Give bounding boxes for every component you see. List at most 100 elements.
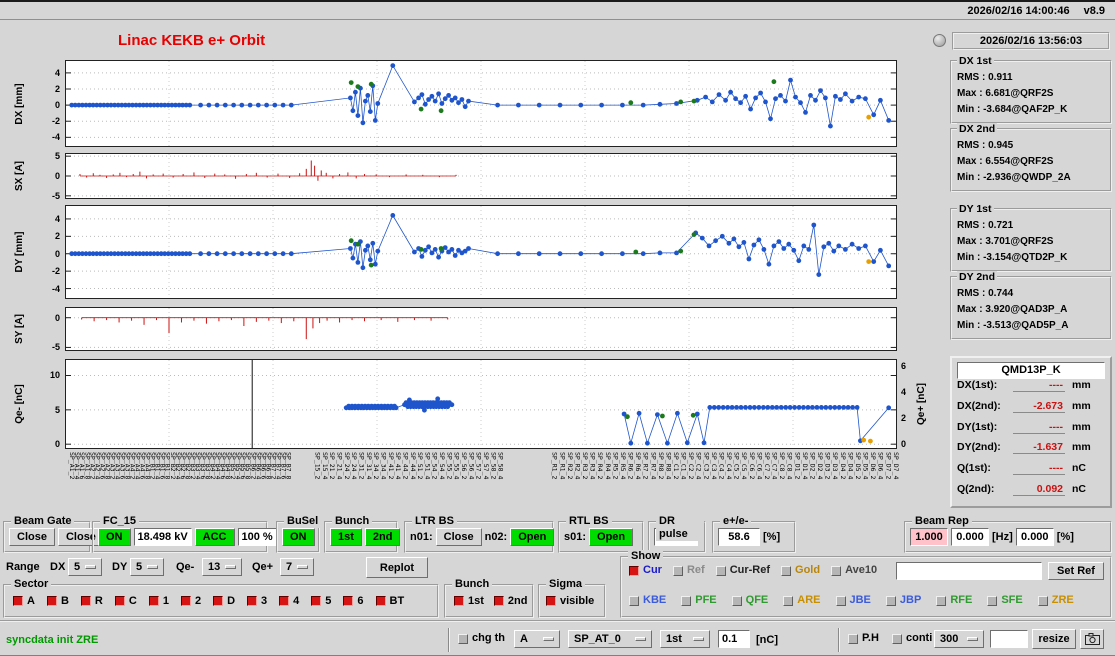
checkbox-box[interactable] [629, 595, 639, 606]
checkbox-box[interactable] [835, 595, 846, 606]
checkbox-box[interactable] [731, 595, 742, 606]
chg-th-checkbox[interactable]: chg th [458, 633, 505, 644]
checkbox-box[interactable] [311, 596, 322, 606]
aux-input[interactable] [990, 630, 1028, 648]
resize-button[interactable]: resize [1032, 629, 1076, 649]
x-tick-label: SP_C3_4 [709, 452, 718, 480]
checkbox-pfe[interactable]: PFE [681, 595, 717, 606]
checkbox-1st[interactable]: 1st [454, 595, 484, 607]
checkbox-are[interactable]: ARE [783, 595, 821, 606]
checkbox-box[interactable] [493, 596, 504, 606]
ph-checkbox[interactable]: P.H [848, 633, 879, 644]
energy-select[interactable]: A [514, 630, 560, 648]
checkbox-box[interactable] [715, 565, 726, 576]
camera-button[interactable] [1080, 629, 1104, 649]
stat-box-title: DY 2nd [957, 271, 997, 283]
checkbox-box[interactable] [13, 596, 23, 606]
plot-canvas-sy[interactable] [65, 307, 897, 351]
checkbox-box[interactable] [629, 565, 639, 576]
checkbox-6[interactable]: 6 [343, 595, 364, 607]
checkbox-qfe[interactable]: QFE [731, 595, 768, 606]
range-qe-minus-select[interactable]: 13 [202, 558, 242, 576]
checkbox-box[interactable] [80, 596, 91, 606]
plot-canvas-dy[interactable] [65, 205, 897, 299]
checkbox-jbe[interactable]: JBE [835, 595, 871, 606]
checkbox-box[interactable] [885, 595, 896, 606]
checkbox-visible[interactable]: visible [546, 595, 594, 607]
checkbox-box[interactable] [279, 596, 290, 606]
checkbox-box[interactable] [781, 565, 792, 576]
checkbox-2nd[interactable]: 2nd [493, 595, 527, 607]
ltr-n02-open-button[interactable]: Open [510, 528, 555, 546]
set-ref-button[interactable]: Set Ref [1048, 562, 1104, 580]
checkbox-ave10[interactable]: Ave10 [831, 565, 877, 576]
count-select[interactable]: 300 [934, 630, 984, 648]
range-dy-select[interactable]: 5 [130, 558, 164, 576]
checkbox-zre[interactable]: ZRE [1037, 595, 1074, 606]
threshold-input[interactable] [718, 630, 750, 648]
ref-name-input[interactable] [896, 562, 1042, 580]
stat-box-dy-2nd: DY 2nd RMS : 0.744 Max : 3.920@QAD3P_A M… [950, 271, 1112, 340]
checkbox-box[interactable] [681, 595, 692, 606]
checkbox-kbe[interactable]: KBE [629, 595, 666, 606]
checkbox-box[interactable] [936, 595, 947, 606]
checkbox-r[interactable]: R [80, 595, 103, 607]
checkbox-b[interactable]: B [46, 595, 69, 607]
replot-button[interactable]: Replot [366, 557, 428, 578]
monitor-select[interactable]: SP_AT_0 [568, 630, 652, 648]
rtl-s01-open-button[interactable]: Open [589, 528, 634, 546]
checkbox-rfe[interactable]: RFE [936, 595, 972, 606]
checkbox-box[interactable] [783, 595, 794, 606]
chg-th-checkbox-box[interactable] [458, 633, 468, 644]
plot-canvas-q[interactable] [65, 359, 897, 449]
checkbox-box[interactable] [148, 596, 159, 606]
checkbox-3[interactable]: 3 [247, 595, 267, 607]
checkbox-box[interactable] [343, 596, 354, 606]
checkbox-cur-ref[interactable]: Cur-Ref [715, 565, 770, 576]
plot-canvas-sx[interactable] [65, 153, 897, 199]
checkbox-a[interactable]: A [13, 595, 35, 607]
option-menu-indicator [543, 637, 554, 641]
checkbox-4[interactable]: 4 [279, 595, 299, 607]
checkbox-box[interactable] [247, 596, 258, 606]
checkbox-box[interactable] [987, 595, 998, 606]
range-dx-select[interactable]: 5 [68, 558, 102, 576]
bunch-mode-select[interactable]: 1st [660, 630, 710, 648]
checkbox-gold[interactable]: Gold [781, 565, 820, 576]
busel-on-button[interactable]: ON [282, 528, 315, 546]
checkbox-box[interactable] [454, 596, 464, 606]
checkbox-box[interactable] [375, 596, 386, 606]
checkbox-d[interactable]: D [213, 595, 235, 607]
ltr-n01-close-button[interactable]: Close [435, 528, 482, 546]
checkbox-box[interactable] [546, 596, 556, 606]
checkbox-5[interactable]: 5 [311, 595, 331, 607]
checkbox-ref[interactable]: Ref [672, 565, 705, 576]
bunch-2nd-button[interactable]: 2nd [364, 528, 401, 546]
checkbox-cur[interactable]: Cur [629, 565, 662, 576]
conti-checkbox[interactable]: conti [892, 633, 932, 644]
fc15-on-button[interactable]: ON [98, 528, 131, 546]
checkbox-box[interactable] [213, 596, 224, 606]
range-qe-plus-select[interactable]: 7 [280, 558, 314, 576]
ph-checkbox-box[interactable] [848, 633, 858, 644]
checkbox-2[interactable]: 2 [180, 595, 201, 607]
checkbox-label: BT [389, 594, 405, 607]
bunch-1st-button[interactable]: 1st [330, 528, 362, 546]
checkbox-box[interactable] [831, 565, 842, 576]
checkbox-box[interactable] [180, 596, 191, 606]
fc15-acc-button[interactable]: ACC [194, 528, 235, 546]
checkbox-box[interactable] [672, 565, 683, 576]
checkbox-sfe[interactable]: SFE [987, 595, 1023, 606]
x-tick-label: SP_A4_2 [128, 452, 137, 480]
checkbox-jbp[interactable]: JBP [885, 595, 921, 606]
checkbox-bt[interactable]: BT [375, 594, 405, 607]
beam-gate-close-button-1[interactable]: Close [9, 528, 55, 546]
checkbox-1[interactable]: 1 [148, 595, 169, 607]
checkbox-box[interactable] [46, 596, 57, 606]
plot-canvas-dx[interactable] [65, 60, 897, 147]
checkbox-box[interactable] [114, 596, 125, 606]
checkbox-c[interactable]: C [114, 595, 137, 607]
fc15-kv-readout: 18.498 kV [133, 528, 192, 546]
conti-checkbox-box[interactable] [892, 633, 902, 644]
checkbox-box[interactable] [1037, 595, 1048, 606]
